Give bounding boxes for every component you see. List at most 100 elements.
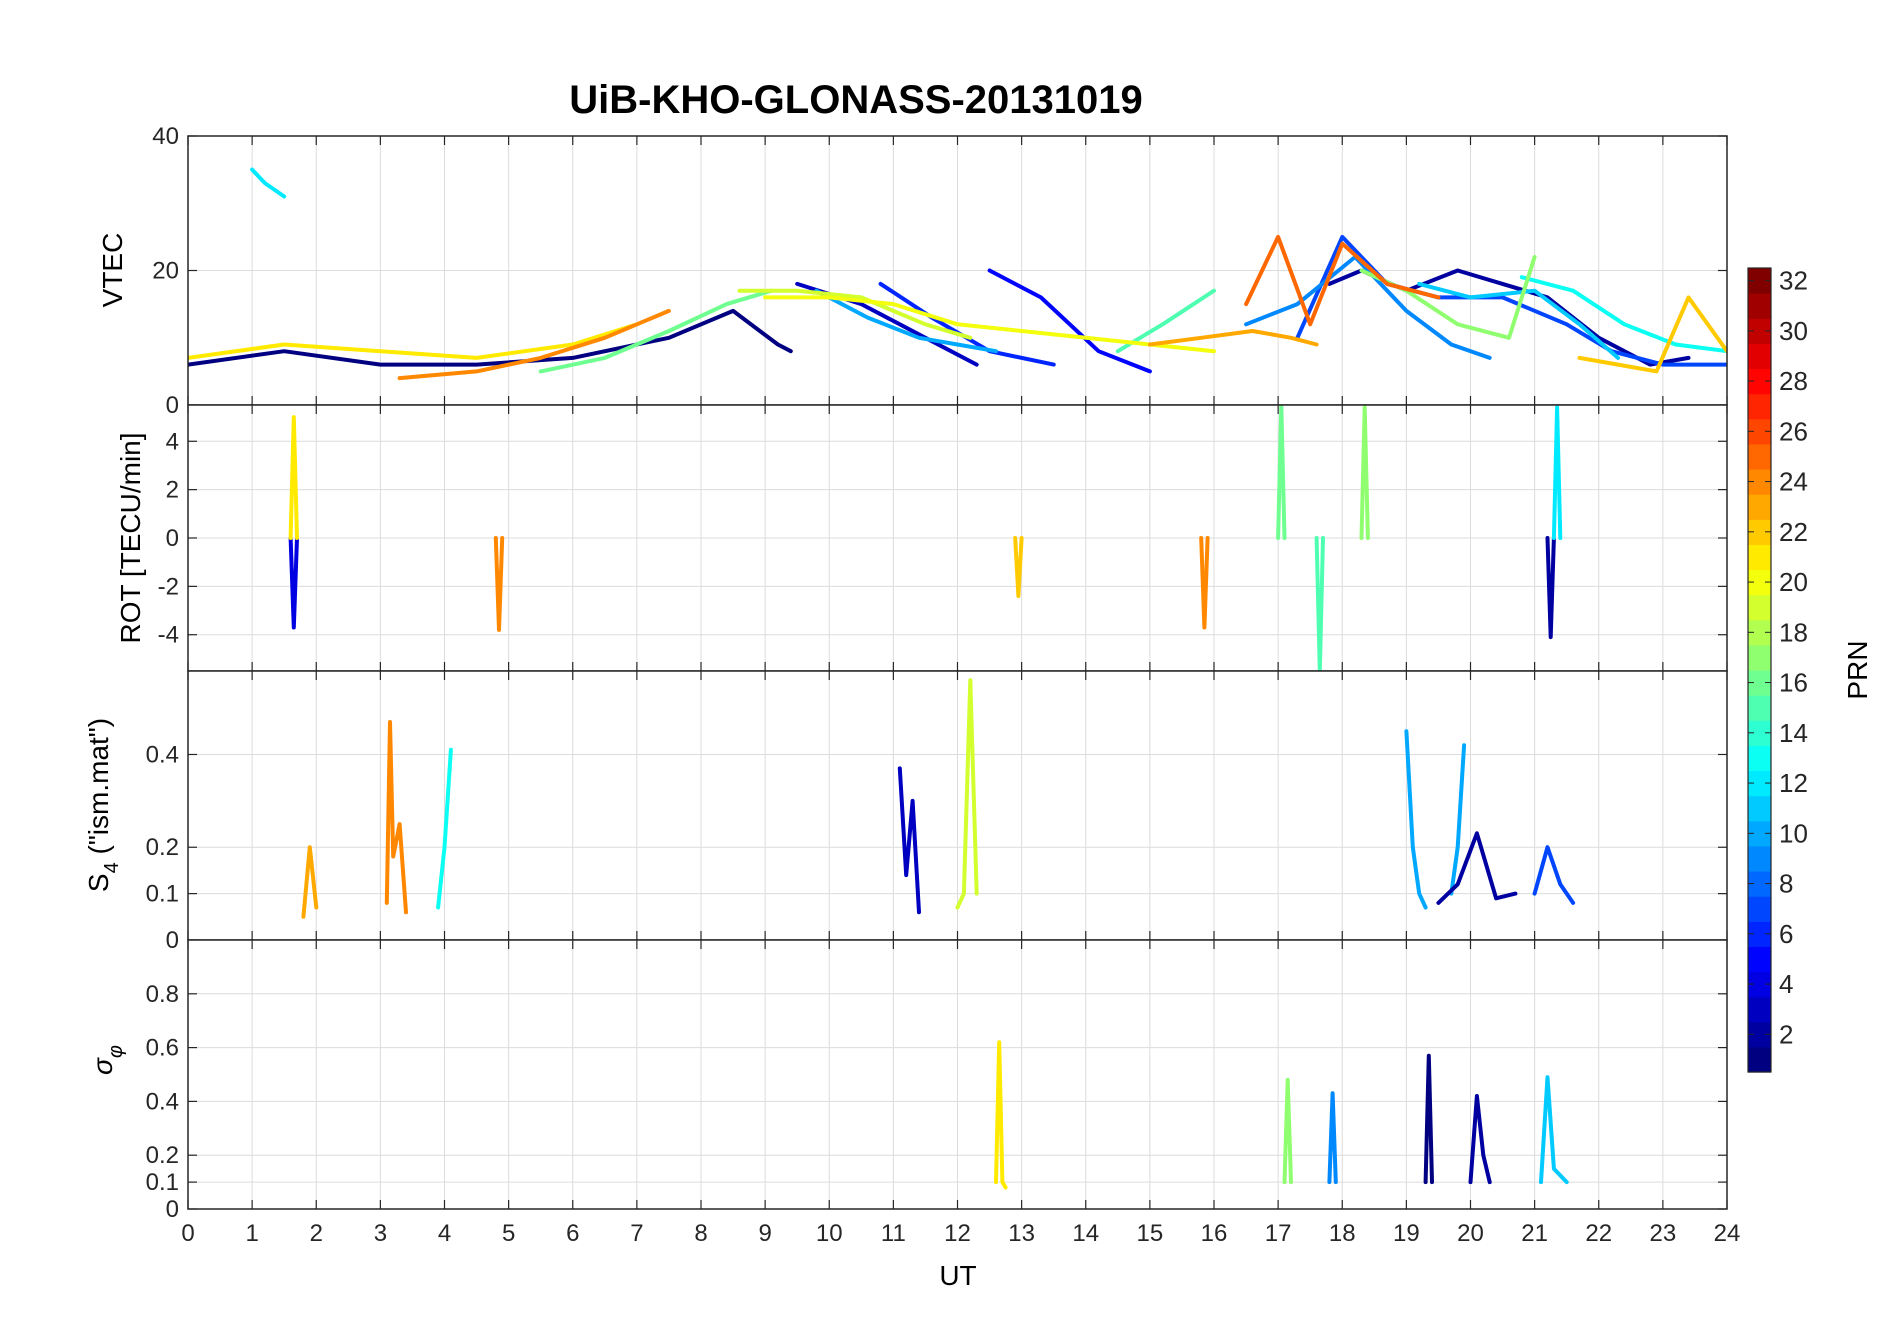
x-tick-label: 17 (1265, 1220, 1292, 1247)
colorbar-segment (1748, 845, 1771, 872)
colorbar-segment (1748, 745, 1771, 772)
series-line-prn-5 (987, 268, 1152, 374)
panel-s4-series (301, 678, 1576, 919)
x-axis-label: UT (939, 1260, 976, 1291)
colorbar-segment (1748, 268, 1771, 294)
y-tick-label: 0.2 (146, 1142, 179, 1169)
series-line-prn-17 (1359, 405, 1370, 540)
colorbar-tick-label: 12 (1779, 768, 1808, 798)
series-line-prn-24 (384, 720, 408, 915)
series-line-prn-3 (897, 766, 921, 915)
panel-s4-y-label: S4 ("ism.mat") (83, 718, 123, 892)
x-tick-label: 20 (1457, 1220, 1484, 1247)
y-tick-label: 0.1 (146, 881, 179, 908)
colorbar-segment (1748, 594, 1771, 621)
series-line-prn-11 (1539, 1075, 1569, 1185)
panel-rot: -4 -2 0 2 4 ROT [TECU/min] (115, 404, 1728, 672)
x-tick-label: 14 (1072, 1220, 1099, 1247)
colorbar-tick-label: 6 (1779, 919, 1793, 949)
x-tick-label: 24 (1714, 1220, 1741, 1247)
y-tick-label: 20 (152, 258, 179, 285)
colorbar-segment (1748, 443, 1771, 470)
colorbar-tick-label: 2 (1779, 1019, 1793, 1049)
x-tick-label: 23 (1650, 1220, 1677, 1247)
colorbar-segment (1748, 619, 1771, 646)
panel-s4: 0 0.1 0.2 0.4 S4 ("ism.mat") (83, 670, 1728, 954)
x-tick-label: 5 (502, 1220, 515, 1247)
colorbar-segment (1748, 971, 1771, 998)
x-axis-tick-labels: 0 1 2 3 4 5 6 7 8 9 10 11 12 13 14 15 16 17 18 19 20 21 22 23 24 (181, 1220, 1740, 1247)
series-line-prn-10 (1404, 729, 1428, 910)
series-line-prn-19 (737, 288, 973, 340)
x-tick-label: 19 (1393, 1220, 1420, 1247)
colorbar-segment (1748, 544, 1771, 571)
panel-sigma_phi-series (994, 1040, 1569, 1190)
colorbar-label: PRN (1842, 640, 1873, 699)
series-line-prn-21 (994, 1040, 1008, 1190)
series-line-prn-25 (1244, 234, 1441, 327)
panel-vtec-series (188, 167, 1727, 381)
x-tick-label: 18 (1329, 1220, 1356, 1247)
series-line-prn-12 (250, 167, 287, 199)
y-tick-label: 0.6 (146, 1035, 179, 1062)
series-line-prn-21 (188, 322, 639, 360)
colorbar-tick-label: 30 (1779, 316, 1808, 346)
x-tick-label: 4 (438, 1220, 451, 1247)
y-tick-label: 40 (152, 123, 179, 150)
y-tick-label: 0.1 (146, 1169, 179, 1196)
x-tick-label: 11 (881, 1220, 906, 1247)
series-line-prn-7 (1295, 234, 1727, 367)
colorbar-segment (1748, 946, 1771, 973)
colorbar-segment (1748, 469, 1771, 495)
colorbar-frame (1747, 267, 1772, 1073)
series-line-prn-20 (763, 295, 1216, 354)
y-tick-label: 0 (166, 392, 179, 419)
colorbar-tick-label: 4 (1779, 969, 1793, 999)
colorbar-segment (1748, 695, 1771, 721)
colorbar-tick-label: 28 (1779, 366, 1808, 396)
colorbar-segment (1748, 644, 1771, 671)
series-line-prn-24 (397, 308, 671, 381)
panel-sigma_phi-y-label: σφ (87, 1045, 127, 1075)
x-tick-label: 1 (245, 1220, 258, 1247)
series-line-prn-16 (538, 288, 774, 374)
colorbar-tick-label: 10 (1779, 818, 1808, 848)
series-line-prn-22 (1577, 295, 1727, 374)
series-line-prn-10 (1449, 743, 1467, 896)
colorbar-segment (1748, 519, 1771, 545)
panel-rot-series (288, 405, 1563, 671)
colorbar-tick-label: 14 (1779, 718, 1808, 748)
colorbar-segment (1748, 670, 1771, 696)
panel-rot-y-label: ROT [TECU/min] (115, 432, 146, 643)
series-line-prn-7 (1532, 845, 1576, 905)
colorbar-segment (1748, 418, 1771, 445)
colorbar-segment (1748, 293, 1771, 319)
series-line-prn-23 (1147, 329, 1319, 347)
colorbar-segment (1748, 820, 1771, 847)
x-tick-label: 22 (1585, 1220, 1612, 1247)
y-tick-label: 0.2 (146, 834, 179, 861)
series-line-prn-2 (1545, 536, 1556, 640)
colorbar-tick-label: 24 (1779, 467, 1808, 497)
series-line-prn-24 (1199, 536, 1210, 630)
colorbar-segment (1748, 896, 1771, 922)
colorbar-segment (1748, 720, 1771, 746)
y-tick-label: -2 (158, 573, 179, 600)
colorbar-tick-label: 32 (1779, 266, 1808, 296)
series-line-prn-2 (1436, 831, 1518, 905)
colorbar-segment (1748, 368, 1771, 395)
x-tick-label: 12 (944, 1220, 971, 1247)
y-tick-label: 0 (166, 927, 179, 954)
colorbar-segment (1748, 921, 1771, 947)
colorbar-segment (1748, 996, 1771, 1023)
panel-vtec-y-label: VTEC (97, 233, 128, 308)
x-tick-label: 13 (1008, 1220, 1035, 1247)
panel-rot-grid (187, 405, 1728, 671)
y-tick-label: 0.4 (146, 1088, 179, 1115)
colorbar-segment (1748, 569, 1771, 596)
series-line-prn-22 (1013, 536, 1024, 598)
chart-title: UiB-KHO-GLONASS-20131019 (569, 78, 1143, 122)
series-line-prn-9 (1244, 255, 1492, 360)
